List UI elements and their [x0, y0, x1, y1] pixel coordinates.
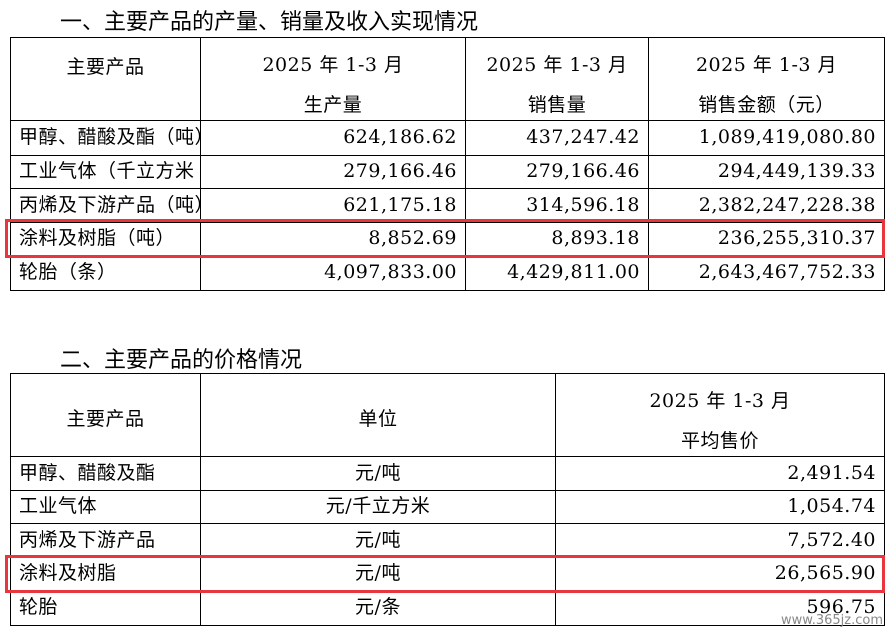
header-cell: 2025 年 1-3 月销售金额（元） [648, 37, 885, 121]
header-text: 2025 年 1-3 月 [695, 54, 838, 76]
header-text: 主要产品 [66, 407, 145, 430]
header-text: 2025 年 1-3 月 [649, 390, 791, 412]
table-cell: 2,382,247,228.38 [648, 188, 885, 223]
section-title: 一、主要产品的产量、销量及收入实现情况 [60, 10, 479, 35]
highlight-box [5, 219, 885, 258]
table-cell: 工业气体 [10, 490, 201, 524]
section-title: 二、主要产品的价格情况 [60, 348, 303, 373]
table-cell: 279,166.46 [200, 155, 466, 189]
header-text: 2025 年 1-3 月 [262, 54, 404, 76]
header-cell: 主要产品 [10, 37, 201, 121]
table-cell: 甲醇、醋酸及酯（吨） [10, 120, 214, 156]
table-cell: 元/吨 [200, 456, 556, 491]
header-cell: 单位 [200, 373, 556, 457]
header-cell: 2025 年 1-3 月生产量 [200, 37, 466, 121]
header-text: 2025 年 1-3 月 [486, 54, 628, 76]
highlight-box [5, 555, 885, 593]
table-cell: 4,429,811.00 [465, 255, 649, 291]
table-cell: 工业气体（千立方米 [10, 155, 201, 189]
table-cell: 轮胎 [10, 590, 201, 626]
header-text: 单位 [358, 407, 398, 430]
table-cell: 621,175.18 [200, 188, 466, 223]
table-cell: 丙烯及下游产品 [10, 523, 201, 558]
header-cell: 主要产品 [10, 373, 201, 457]
table-cell: 314,596.18 [465, 188, 649, 223]
header-text: 平均售价 [680, 430, 759, 452]
header-text: 销售金额（元） [698, 94, 835, 116]
table-cell: 元/千立方米 [200, 490, 556, 524]
table-cell: 2,643,467,752.33 [648, 255, 885, 291]
table-cell: 元/吨 [200, 523, 556, 558]
table-cell: 轮胎（条） [10, 255, 201, 291]
table-cell: 丙烯及下游产品（吨） [10, 188, 214, 223]
table-cell: 624,186.62 [200, 120, 466, 156]
header-text: 主要产品 [66, 56, 145, 78]
table-cell: 1,089,419,080.80 [648, 120, 885, 156]
table-cell: 元/条 [200, 590, 556, 626]
table-cell: 7,572.40 [555, 523, 885, 558]
header-text: 生产量 [303, 94, 363, 116]
table-cell: 279,166.46 [465, 155, 649, 189]
header-cell: 2025 年 1-3 月销售量 [465, 37, 649, 121]
header-cell: 2025 年 1-3 月平均售价 [555, 373, 885, 457]
table-cell: 1,054.74 [555, 490, 885, 524]
table-cell: 294,449,139.33 [648, 155, 885, 189]
table-cell: 2,491.54 [555, 456, 885, 491]
header-text: 销售量 [527, 94, 587, 116]
table-cell: 甲醇、醋酸及酯 [10, 456, 201, 491]
watermark: www.365jz.com [781, 613, 883, 628]
table-cell: 437,247.42 [465, 120, 649, 156]
table-cell: 4,097,833.00 [200, 255, 466, 291]
